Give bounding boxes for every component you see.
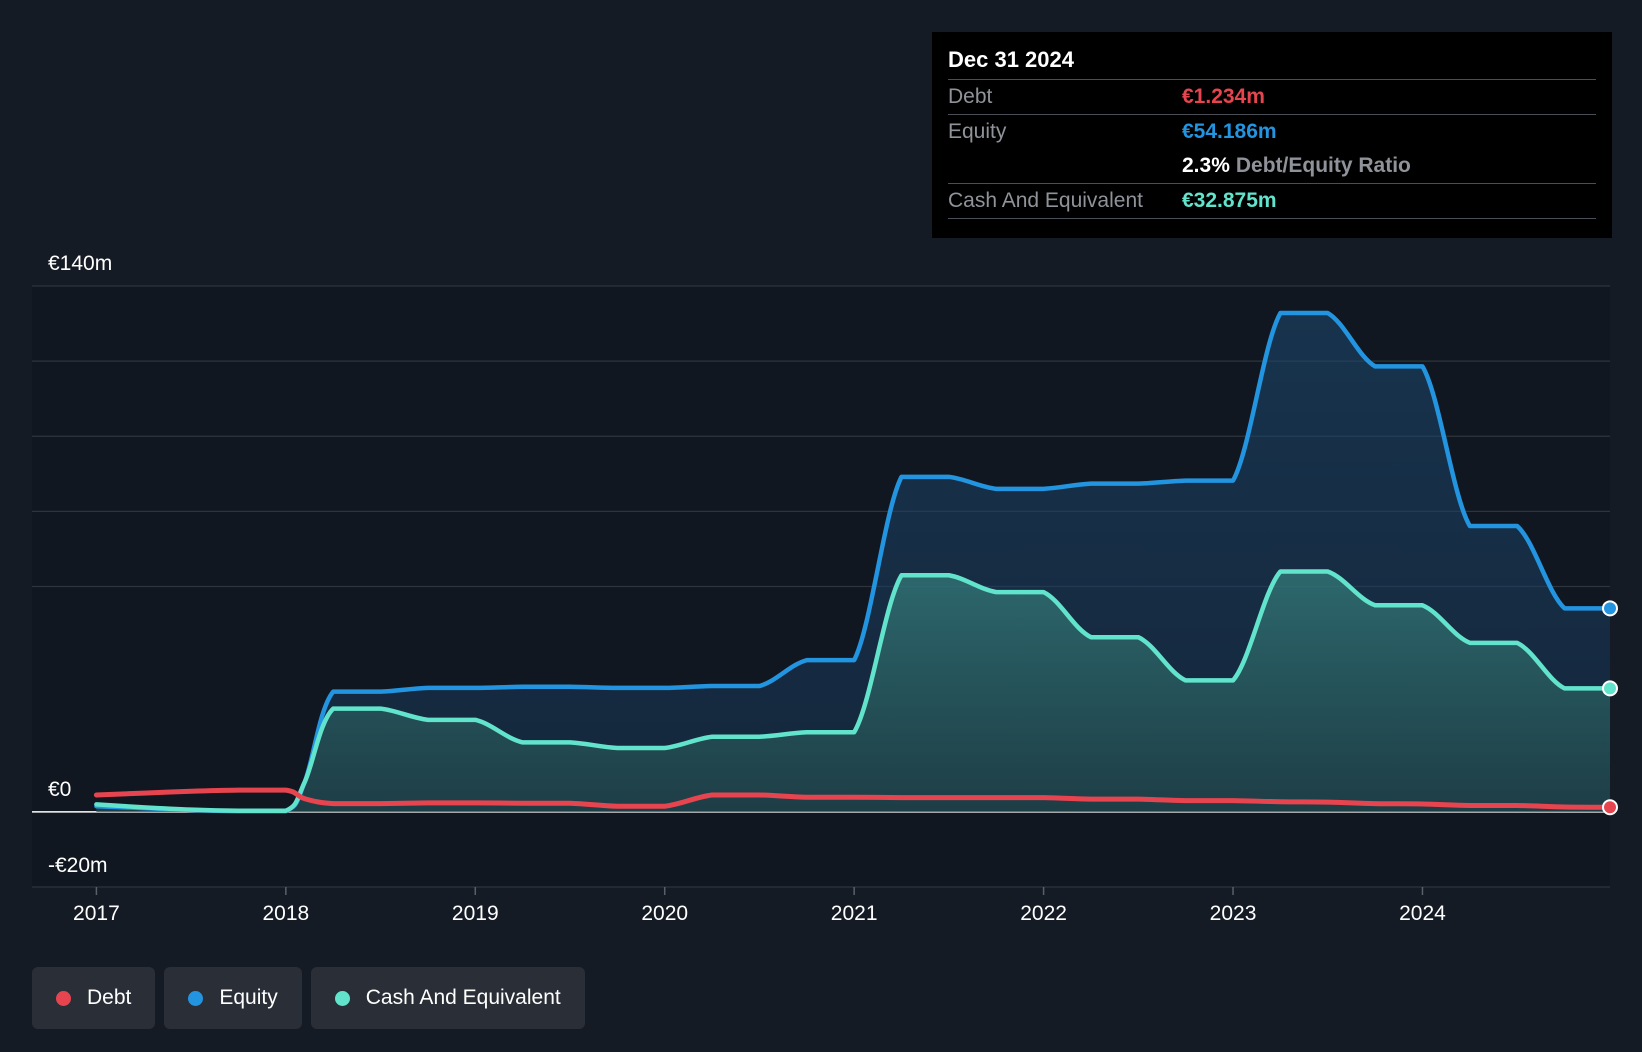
tooltip-debt-row: Debt €1.234m bbox=[948, 79, 1596, 114]
cash-and-equivalent-area bbox=[96, 571, 1610, 812]
tooltip-date: Dec 31 2024 bbox=[948, 47, 1074, 72]
tooltip-cash-label: Cash And Equivalent bbox=[948, 189, 1143, 212]
x-tick-label: 2018 bbox=[262, 902, 309, 925]
x-tick-label: 2022 bbox=[1020, 902, 1067, 925]
legend-label-equity: Equity bbox=[219, 986, 278, 1009]
tooltip-debt-value: €1.234m bbox=[1182, 85, 1265, 108]
tooltip-equity-value: €54.186m bbox=[1182, 120, 1277, 143]
tooltip-ratio-row: 2.3% Debt/Equity Ratio bbox=[948, 149, 1596, 183]
debt-dot-icon bbox=[56, 990, 71, 1006]
legend-item-equity[interactable]: Equity bbox=[164, 967, 302, 1029]
x-tick-label: 2017 bbox=[73, 902, 120, 925]
x-tick-label: 2024 bbox=[1399, 902, 1446, 925]
x-tick-label: 2023 bbox=[1210, 902, 1257, 925]
x-tick-label: 2020 bbox=[641, 902, 688, 925]
tooltip-ratio-label: Debt/Equity Ratio bbox=[1235, 154, 1411, 177]
y-tick-label: -€20m bbox=[48, 854, 108, 877]
equity-dot-icon bbox=[188, 990, 204, 1006]
tooltip-panel: Dec 31 2024 Debt €1.234m Equity €54.186m… bbox=[932, 32, 1612, 238]
x-tick-label: 2019 bbox=[452, 902, 499, 925]
cash-and-equivalent-end-marker bbox=[1602, 680, 1618, 697]
x-tick-label: 2021 bbox=[831, 902, 878, 925]
legend-label-cash: Cash And Equivalent bbox=[365, 986, 561, 1009]
debt-line bbox=[93, 787, 1613, 810]
tooltip-equity-label: Equity bbox=[948, 120, 1007, 143]
series-lines bbox=[93, 310, 1613, 814]
equity-line bbox=[94, 310, 1613, 814]
cash-and-equivalent-line bbox=[94, 569, 1613, 813]
series-areas bbox=[96, 313, 1610, 812]
series-end-markers bbox=[1602, 600, 1618, 816]
chart-legend: Debt Equity Cash And Equivalent bbox=[32, 967, 585, 1029]
legend-label-debt: Debt bbox=[87, 986, 132, 1009]
tooltip-cash-row: Cash And Equivalent €32.875m bbox=[948, 183, 1596, 219]
x-axis-labels: 2017 2018 2019 2020 2021 2022 2023 2024 bbox=[73, 887, 1446, 925]
debt-end-marker bbox=[1602, 799, 1618, 816]
legend-item-debt[interactable]: Debt bbox=[32, 967, 156, 1029]
equity-end-marker bbox=[1602, 600, 1618, 617]
y-axis-labels: €140m €0 -€20m bbox=[48, 252, 112, 877]
y-tick-label: €0 bbox=[48, 778, 71, 801]
tooltip-equity-row: Equity €54.186m bbox=[948, 114, 1596, 149]
tooltip-ratio-value: 2.3% bbox=[1182, 154, 1230, 177]
legend-item-cash[interactable]: Cash And Equivalent bbox=[310, 967, 585, 1029]
tooltip-debt-label: Debt bbox=[948, 85, 993, 108]
cash-dot-icon bbox=[334, 990, 350, 1006]
tooltip-cash-value: €32.875m bbox=[1182, 189, 1277, 212]
y-tick-label: €140m bbox=[48, 252, 112, 275]
